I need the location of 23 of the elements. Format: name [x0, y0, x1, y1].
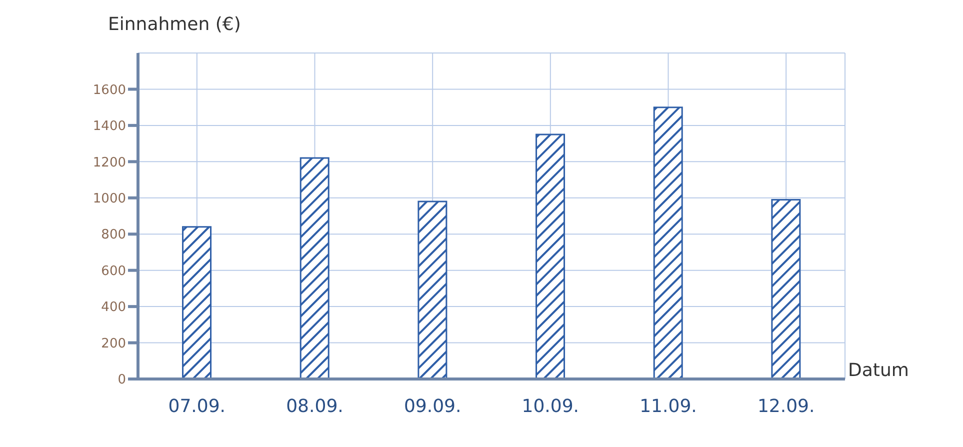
- x-tick-label: 07.09.: [168, 396, 226, 417]
- y-tick-label: 400: [101, 300, 126, 316]
- y-tick-label: 800: [101, 228, 126, 243]
- x-tick-label: 11.09.: [640, 396, 697, 417]
- y-tick-label: 1200: [92, 155, 126, 170]
- bar: [418, 200, 448, 379]
- y-tick-label: 600: [101, 264, 126, 279]
- x-axis-title: Datum: [848, 360, 909, 381]
- x-tick-label: 08.09.: [286, 396, 344, 417]
- y-tick-label: 200: [101, 336, 126, 352]
- bar: [182, 226, 212, 379]
- bar: [536, 134, 566, 379]
- y-axis-title: Einnahmen (€): [108, 14, 241, 35]
- x-tick-label: 10.09.: [522, 396, 580, 417]
- bar: [300, 157, 330, 379]
- y-tick-label: 1400: [92, 119, 126, 134]
- y-tick-label: 1000: [92, 192, 126, 207]
- x-tick-label: 09.09.: [404, 396, 462, 417]
- y-tick-label: 0: [118, 372, 126, 388]
- bar: [653, 106, 683, 379]
- y-tick-label: 1600: [92, 82, 126, 98]
- x-tick-label: 12.09.: [757, 396, 815, 417]
- bar: [771, 198, 801, 379]
